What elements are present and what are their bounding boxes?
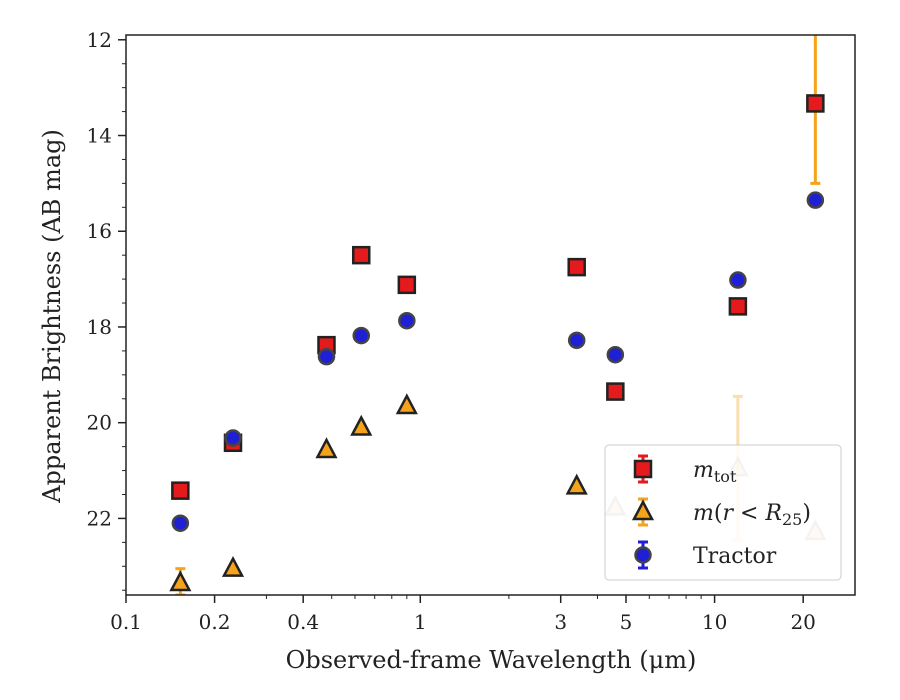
triangle-marker (169, 570, 192, 592)
triangle-marker (350, 414, 373, 436)
legend-box (604, 444, 842, 581)
x-tick-label: 0.2 (199, 610, 231, 634)
legend-label: mtot (693, 458, 737, 486)
x-tick-label: 20 (790, 610, 815, 634)
square-marker (351, 245, 371, 265)
x-tick-label: 3 (554, 610, 567, 634)
legend-label: Tractor (693, 544, 777, 569)
square-marker (633, 459, 653, 479)
x-tick-label: 0.1 (110, 610, 142, 634)
square-marker (171, 481, 190, 500)
square-marker (806, 94, 825, 113)
y-axis-label: Apparent Brightness (AB mag) (38, 129, 66, 504)
circle-marker (224, 429, 242, 447)
x-axis-label: Observed-frame Wavelength (μm) (286, 646, 697, 674)
circle-marker (729, 271, 747, 289)
x-tick-label: 10 (702, 610, 727, 634)
circle-marker (606, 345, 625, 364)
legend-item: m(r < R25) (631, 497, 811, 529)
plot-frame (125, 34, 856, 596)
x-tick-label: 1 (414, 610, 427, 634)
legend-item: Tractor (634, 540, 777, 570)
y-tick-label: 22 (87, 506, 112, 530)
error-bar (810, 35, 821, 185)
square-marker (728, 297, 748, 316)
triangle-marker (315, 437, 338, 459)
circle-marker (806, 191, 825, 209)
triangle-marker (221, 556, 245, 577)
triangle-marker (395, 393, 418, 415)
y-tick-label: 18 (87, 315, 112, 339)
square-marker (397, 275, 417, 295)
circle-marker (317, 347, 336, 366)
legend-label: m(r < R25) (693, 501, 811, 529)
legend-item: mtot (633, 454, 737, 486)
circle-marker (567, 331, 586, 350)
y-tick-label: 14 (87, 124, 112, 148)
triangle-marker (565, 473, 588, 495)
x-tick-label: 5 (620, 610, 633, 634)
series-circle (171, 191, 825, 532)
axes: 0.1 0.2 0.4 1 3 5 10 20 12 14 16 18 20 22 (87, 28, 856, 634)
circle-marker (171, 514, 190, 532)
triangle-marker (631, 499, 655, 521)
square-marker (606, 382, 625, 401)
circle-marker (634, 546, 652, 564)
y-tick-label: 20 (87, 411, 112, 435)
x-tick-label: 0.4 (287, 610, 319, 634)
legend: mtot m(r < R25) Tractor (604, 444, 842, 581)
y-tick-label: 12 (87, 28, 112, 52)
y-tick-label: 16 (87, 219, 112, 243)
circle-marker (352, 326, 370, 345)
square-marker (567, 257, 586, 277)
circle-marker (398, 311, 416, 330)
series-square (171, 35, 825, 500)
